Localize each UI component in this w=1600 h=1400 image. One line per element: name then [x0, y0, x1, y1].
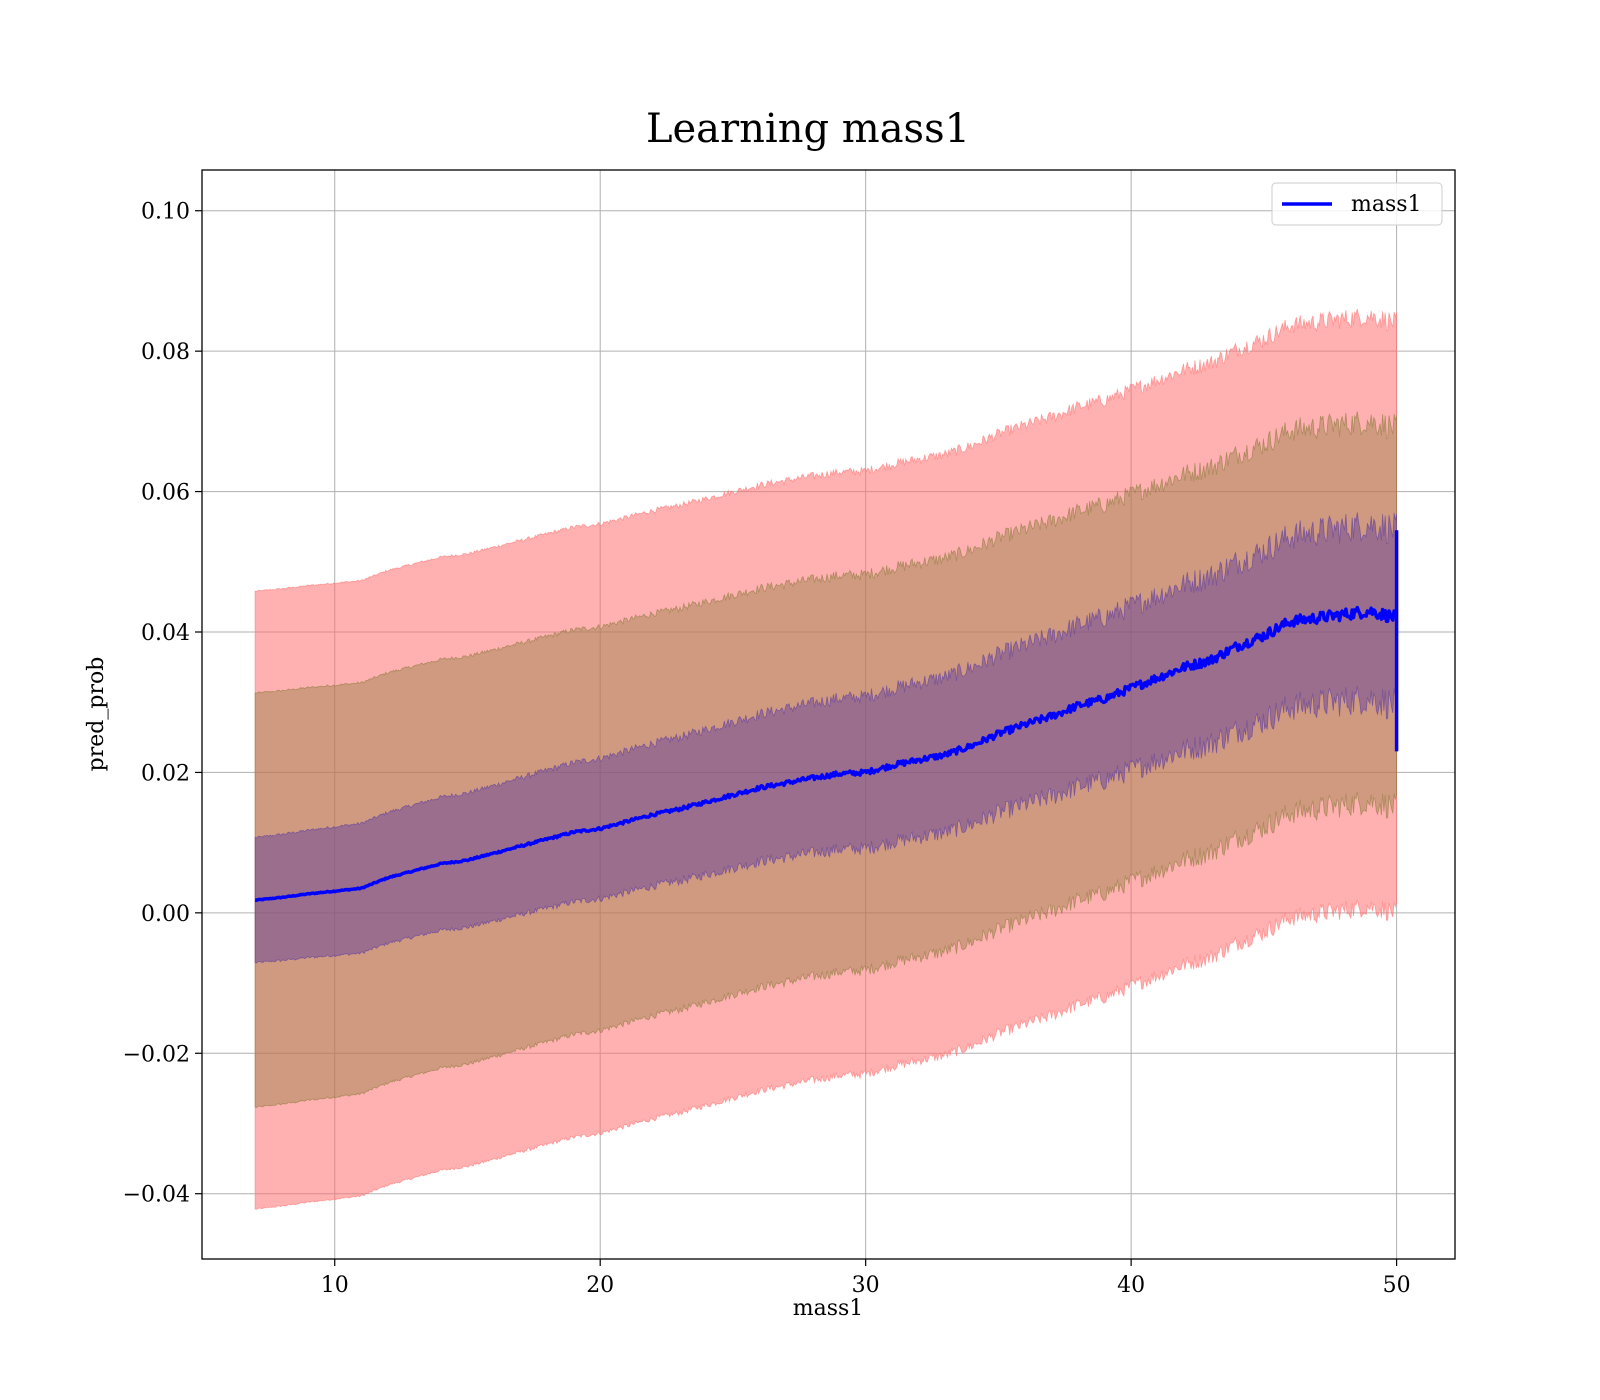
axes-frame [201, 169, 1456, 1260]
x-tick-label: 30 [852, 1273, 880, 1298]
y-tick-label: 0.10 [141, 200, 190, 225]
y-axis-label: pred_prob [84, 657, 109, 772]
uncertainty-bands [254, 308, 1397, 1210]
y-tick-label: 0.08 [141, 340, 190, 365]
legend-label-mass1: mass1 [1351, 192, 1422, 217]
x-axis-label: mass1 [793, 1296, 864, 1321]
legend-box [1271, 182, 1443, 226]
chart-title: Learning mass1 [646, 106, 970, 152]
x-tick-label: 20 [586, 1273, 614, 1298]
x-tick-label: 50 [1383, 1273, 1411, 1298]
y-tick-label: 0.06 [141, 481, 190, 506]
y-tick-label: −0.04 [123, 1183, 190, 1208]
axis-ticks: 10 20 30 40 50 −0.04 −0.02 0.00 0.02 0.04 0.06 0.08… [123, 200, 1411, 1298]
y-tick-label: 0.04 [141, 621, 190, 646]
y-tick-label: −0.02 [123, 1042, 190, 1067]
x-tick-label: 10 [321, 1273, 349, 1298]
y-tick-label: 0.00 [141, 902, 190, 927]
series-line-mass1 [254, 605, 1399, 902]
plot-area: 10 20 30 40 50 −0.04 −0.02 0.00 0.02 0.04 0.06 0.08… [123, 169, 1456, 1298]
legend: mass1 [1271, 182, 1443, 226]
band-2 [254, 411, 1397, 1108]
x-tick-label: 40 [1117, 1273, 1145, 1298]
y-tick-label: 0.02 [141, 761, 190, 786]
series-lines [254, 530, 1399, 902]
band-3 [254, 308, 1397, 1210]
